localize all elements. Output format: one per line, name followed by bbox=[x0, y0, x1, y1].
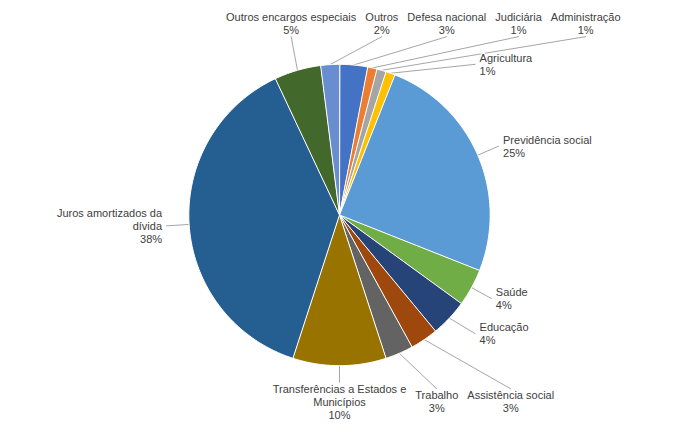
svg-text:Outros2%: Outros2% bbox=[365, 11, 399, 36]
svg-text:Transferências a Estados eMuni: Transferências a Estados eMunicípios10% bbox=[273, 383, 407, 421]
svg-text:Saúde4%: Saúde4% bbox=[496, 286, 528, 311]
svg-text:Juros amortizados dadívida38%: Juros amortizados dadívida38% bbox=[57, 207, 163, 245]
svg-text:Judiciária1%: Judiciária1% bbox=[495, 11, 542, 36]
svg-text:Administração1%: Administração1% bbox=[551, 11, 621, 36]
svg-text:Educação4%: Educação4% bbox=[480, 321, 529, 346]
svg-text:Defesa nacional3%: Defesa nacional3% bbox=[407, 11, 486, 36]
svg-text:Previdência social25%: Previdência social25% bbox=[503, 134, 592, 159]
svg-text:Outros encargos especiais5%: Outros encargos especiais5% bbox=[226, 11, 357, 36]
svg-text:Trabalho3%: Trabalho3% bbox=[415, 389, 458, 414]
svg-text:Assistência social3%: Assistência social3% bbox=[467, 389, 554, 414]
svg-text:Agricultura1%: Agricultura1% bbox=[480, 52, 533, 77]
